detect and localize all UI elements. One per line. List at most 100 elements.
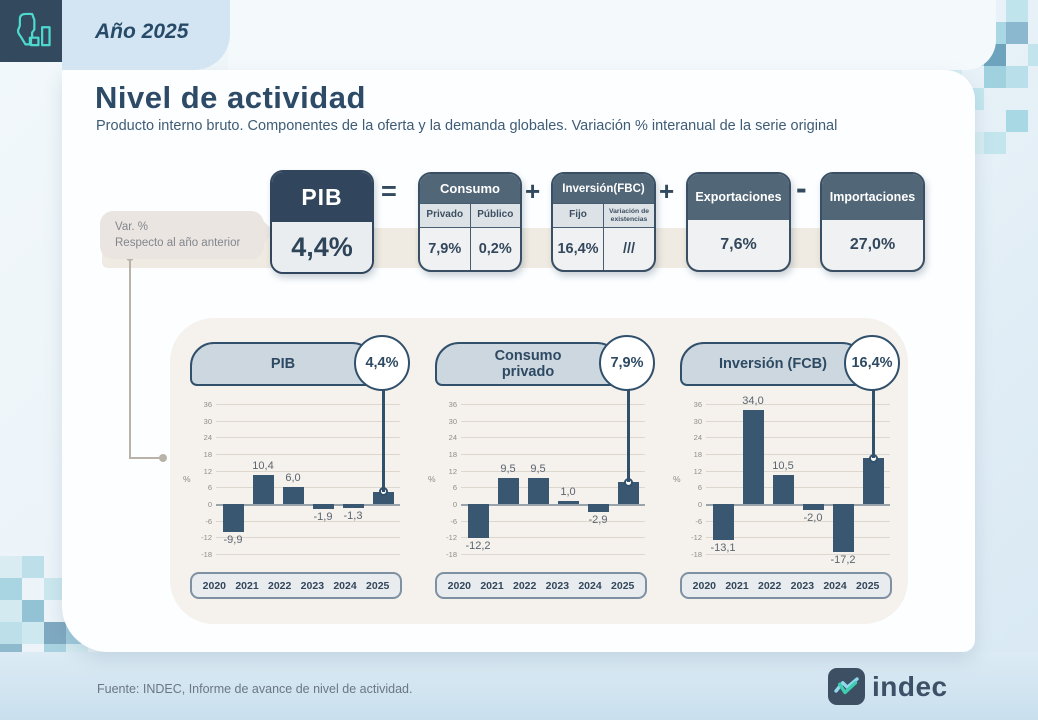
chart-title: Consumo privado [494, 347, 562, 380]
gridline [706, 487, 890, 489]
gridline [461, 487, 645, 489]
mosaic-decoration-bottom-left [0, 556, 22, 578]
x-tick-2020: 2020 [447, 579, 472, 592]
y-tick-label: 24 [203, 433, 212, 443]
gridline [461, 520, 645, 522]
indec-footer-logo: indec [828, 668, 948, 705]
inversion-subheaders: Fijo Variación de existencias [553, 203, 654, 228]
pib-value: 4,4% [272, 222, 372, 272]
gridline [216, 554, 400, 555]
chart-badge-value: 7,9% [610, 355, 644, 371]
top-band [228, 0, 996, 70]
gridline [216, 487, 400, 489]
consumo-box: Consumo Privado Público 7,9% 0,2% [418, 172, 522, 272]
importaciones-label: Importaciones [822, 174, 923, 220]
bar-2021 [497, 477, 519, 504]
y-tick-label: 36 [448, 400, 457, 409]
bar-value-label: -1,9 [313, 511, 333, 524]
gridline [216, 404, 400, 405]
badge-connector-line [872, 389, 875, 459]
y-tick-label: 12 [693, 466, 702, 476]
variation-note-line1: Var. % [115, 221, 149, 233]
bar-2024 [342, 504, 364, 508]
plus-operator-2: + [659, 176, 675, 206]
gridline [461, 470, 645, 472]
pib-box: PIB 4,4% [270, 170, 374, 274]
inversion-label: Inversión(FBC) [553, 174, 654, 203]
inversion-box: Inversión(FBC) Fijo Variación de existen… [551, 172, 656, 272]
bar-value-label: -12,2 [465, 539, 491, 552]
gridline [706, 520, 890, 522]
y-tick-label: 18 [693, 450, 702, 459]
bar-value-label: 6,0 [285, 472, 301, 485]
gridline [461, 537, 645, 539]
gridline [706, 537, 890, 539]
x-tick-2020: 2020 [202, 579, 227, 592]
bar-value-label: 34,0 [742, 394, 764, 407]
chart-value-badge: 16,4% [844, 335, 900, 391]
consumo-privado-value: 7,9% [428, 241, 462, 257]
chart-x-axis: 2020 2021 2022 2023 2024 2025 [435, 572, 647, 599]
chart-plot-area: % 36 30 24 18 12 6 0 -6 -12 -18 -13,1 34,0 10,5 -2,0 -1… [673, 394, 892, 566]
bar-value-label: 9,5 [530, 462, 546, 475]
importaciones-value: 27,0% [849, 236, 896, 253]
chart-inversion: Inversión (FCB) 16,4% % 36 30 24 18 12 6 0 -6 -12… [673, 335, 900, 624]
badge-connector-line [382, 389, 385, 492]
y-tick-label: 6 [697, 483, 702, 493]
minus-operator: - [796, 170, 807, 206]
bar-2022 [772, 474, 794, 504]
bar-value-label: -1,3 [343, 509, 363, 522]
inversion-values: 16,4% /// [553, 228, 654, 270]
gridline [461, 454, 645, 455]
x-tick-2022: 2022 [758, 579, 782, 592]
inversion-fijo-value: 16,4% [557, 241, 599, 257]
chart-badge-value: 16,4% [851, 355, 893, 371]
x-tick-2021: 2021 [235, 579, 259, 592]
consumo-values: 7,9% 0,2% [420, 228, 520, 270]
consumo-label: Consumo [420, 174, 520, 203]
source-note: Fuente: INDEC, Informe de avance de nive… [97, 682, 413, 696]
indec-header-logo [0, 0, 62, 62]
y-tick-label: 30 [448, 416, 457, 426]
gridline [461, 437, 645, 439]
consumo-publico-label: Público [469, 204, 521, 227]
chart-title: Inversión (FCB) [719, 355, 827, 372]
bar-value-label: 10,5 [772, 459, 794, 472]
gridline [461, 420, 645, 422]
y-tick-label: -18 [446, 550, 457, 559]
x-tick-2024: 2024 [578, 579, 602, 592]
chart-title-banner: Inversión (FCB) [680, 342, 866, 386]
y-axis-unit-label: % [183, 474, 191, 484]
x-tick-2021: 2021 [725, 579, 749, 592]
bar-2023 [802, 504, 824, 510]
gridline [706, 554, 890, 555]
consumo-publico-value: 0,2% [469, 228, 521, 270]
bar-value-label: -17,2 [830, 553, 856, 566]
bar-2025 [372, 491, 394, 504]
pib-label: PIB [272, 172, 372, 222]
bar-value-label: 10,4 [252, 460, 274, 473]
zero-line [461, 504, 645, 506]
bar-value-label: 9,5 [500, 462, 516, 475]
y-tick-label: 36 [693, 400, 702, 409]
x-tick-2022: 2022 [268, 579, 292, 592]
connector-dot-end [159, 454, 167, 462]
bar-2023 [312, 504, 334, 510]
x-tick-2023: 2023 [545, 579, 570, 592]
year-label: Año 2025 [95, 20, 189, 43]
gridline [706, 470, 890, 472]
bar-2024 [832, 504, 854, 552]
bar-2024 [587, 504, 609, 513]
exportaciones-box: Exportaciones 7,6% [686, 172, 791, 272]
chart-value-badge: 7,9% [599, 335, 655, 391]
y-tick-label: 18 [448, 450, 457, 459]
footer-band [0, 652, 1038, 720]
y-tick-label: -12 [201, 533, 212, 543]
y-tick-label: 0 [452, 500, 457, 509]
gridline [216, 470, 400, 472]
y-tick-label: 36 [203, 400, 212, 409]
y-axis-unit-label: % [673, 474, 681, 484]
chart-pib: PIB 4,4% % 36 30 24 18 12 6 0 -6 -12 -18 -9,9 10,4 6,… [183, 335, 410, 624]
bar-2020 [222, 504, 244, 532]
